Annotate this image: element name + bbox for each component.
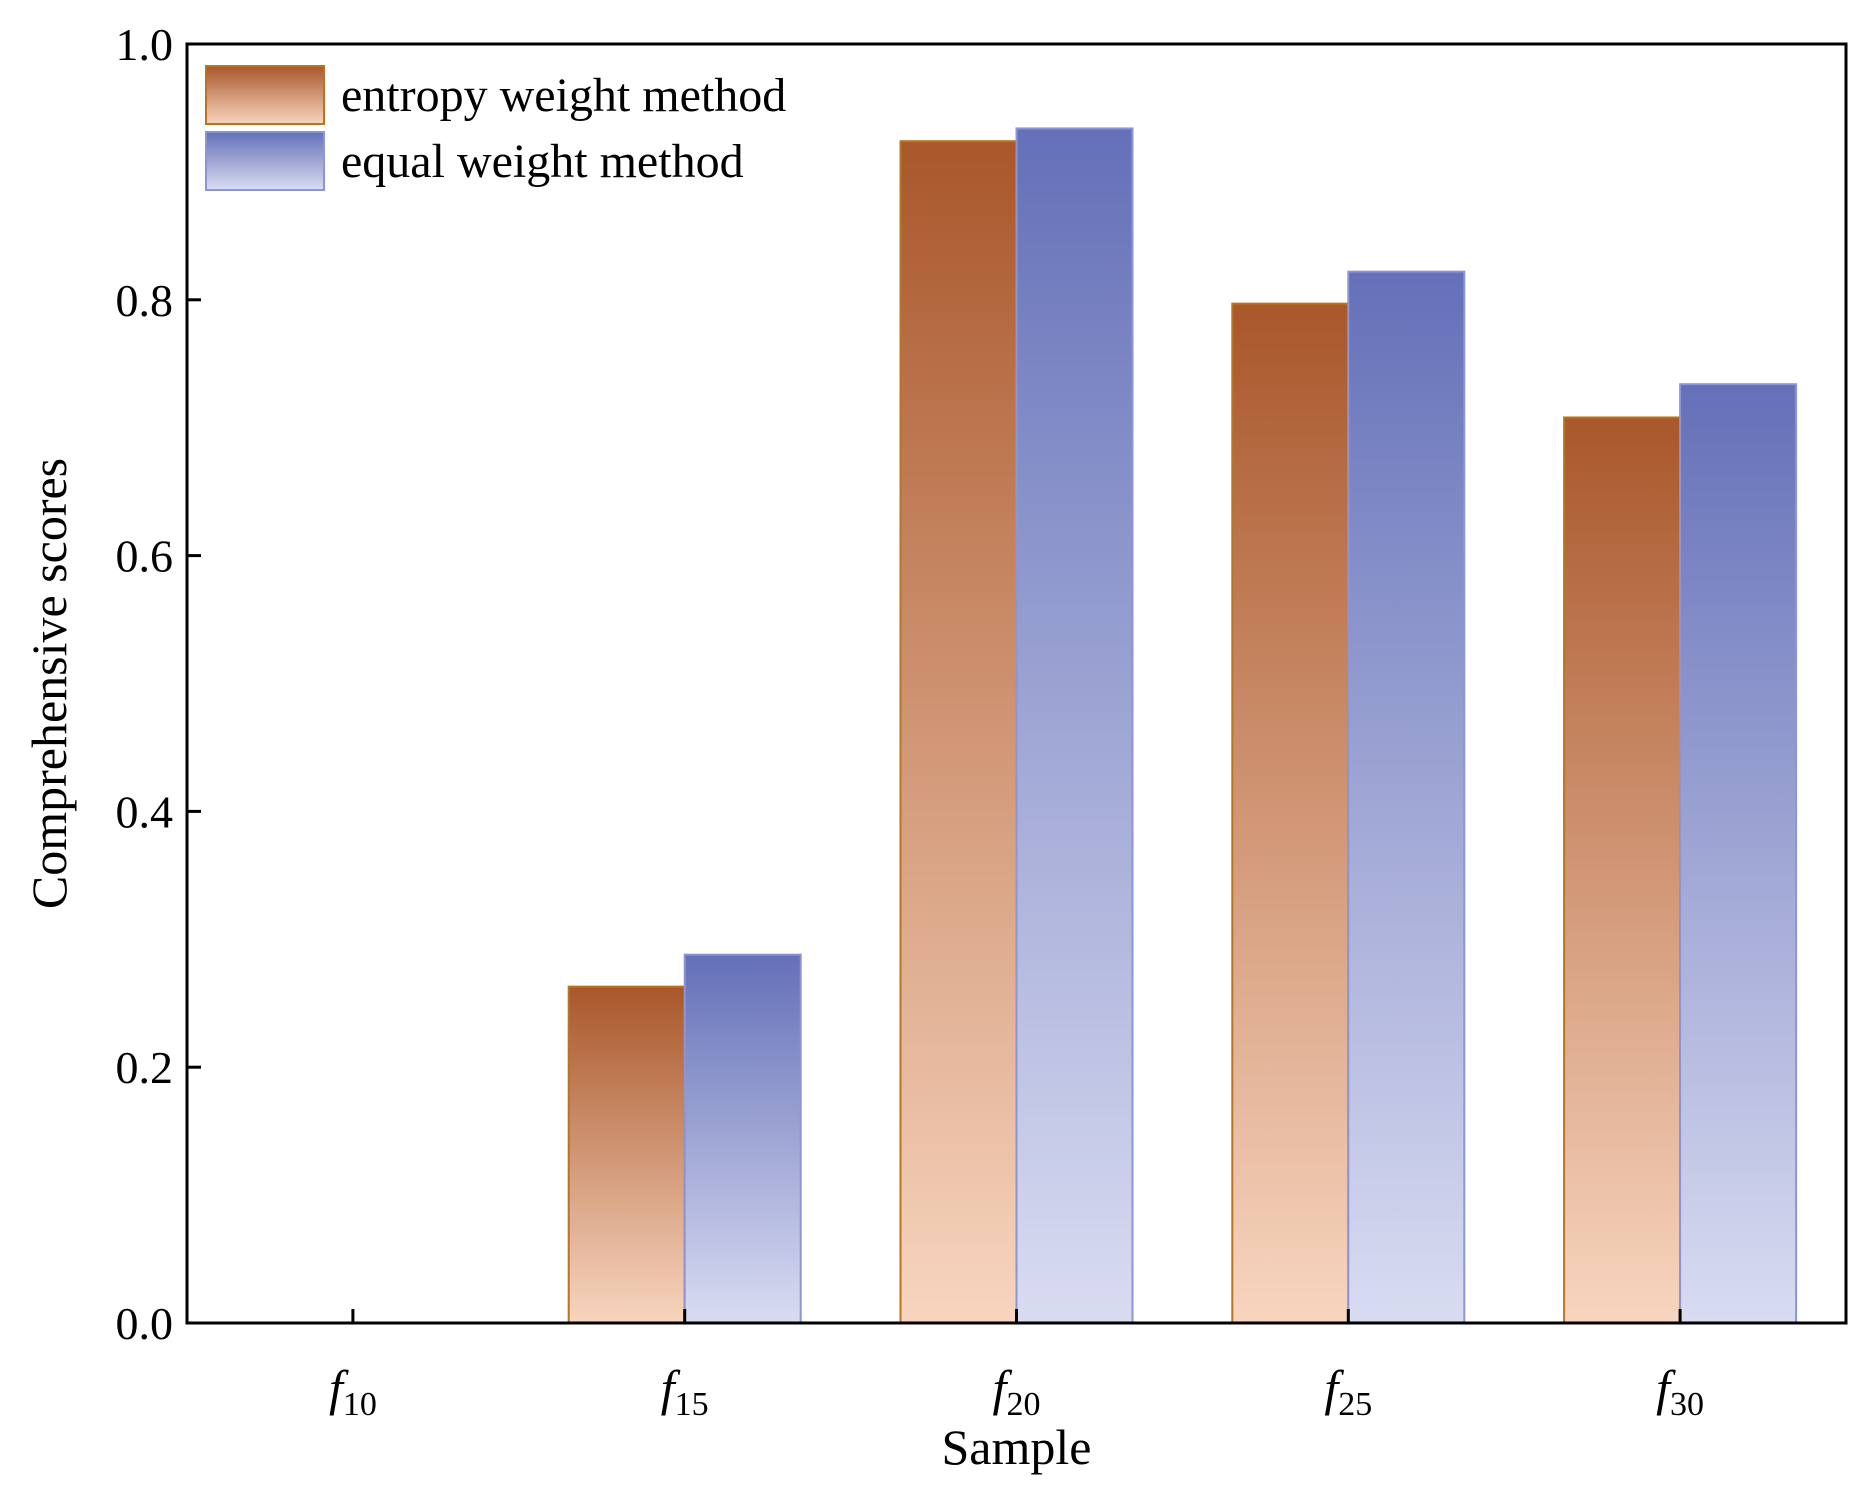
bar-equal-f30 [1679, 383, 1798, 1324]
y-tick-label: 1.0 [116, 19, 174, 70]
legend-swatch [205, 131, 325, 191]
legend-swatch [205, 65, 325, 125]
x-tick-label: f20 [993, 1360, 1041, 1423]
x-axis-label: Sample [942, 1419, 1092, 1475]
bar-entropy-f15 [567, 985, 686, 1324]
x-tick-label: f15 [661, 1360, 709, 1423]
y-tick-label: 0.4 [116, 786, 174, 837]
y-axis-label: Comprehensive scores [21, 458, 77, 909]
bar-equal-f25 [1347, 270, 1466, 1324]
bar-equal-f15 [683, 953, 802, 1324]
bars-layer [567, 127, 1798, 1325]
bar-entropy-f30 [1563, 416, 1682, 1324]
x-tick-label: f10 [329, 1360, 377, 1423]
x-tick-label: f25 [1324, 1360, 1372, 1423]
y-tick-label: 0.8 [116, 275, 174, 326]
x-axis: f10 f15 f20 f25 f30 [329, 1309, 1704, 1423]
legend-label: entropy weight method [341, 69, 786, 122]
bar-equal-f20 [1015, 127, 1134, 1325]
y-tick-label: 0.6 [116, 531, 174, 582]
bar-entropy-f20 [899, 140, 1018, 1325]
y-tick-label: 0.2 [116, 1042, 174, 1093]
x-tick-label: f30 [1656, 1360, 1704, 1423]
legend: entropy weight method equal weight method [205, 65, 786, 191]
y-tick-label: 0.0 [116, 1298, 174, 1349]
y-axis: 0.0 0.2 0.4 0.6 0.8 1.0 [116, 19, 201, 1349]
legend-label: equal weight method [341, 135, 744, 188]
bar-entropy-f25 [1231, 302, 1350, 1324]
